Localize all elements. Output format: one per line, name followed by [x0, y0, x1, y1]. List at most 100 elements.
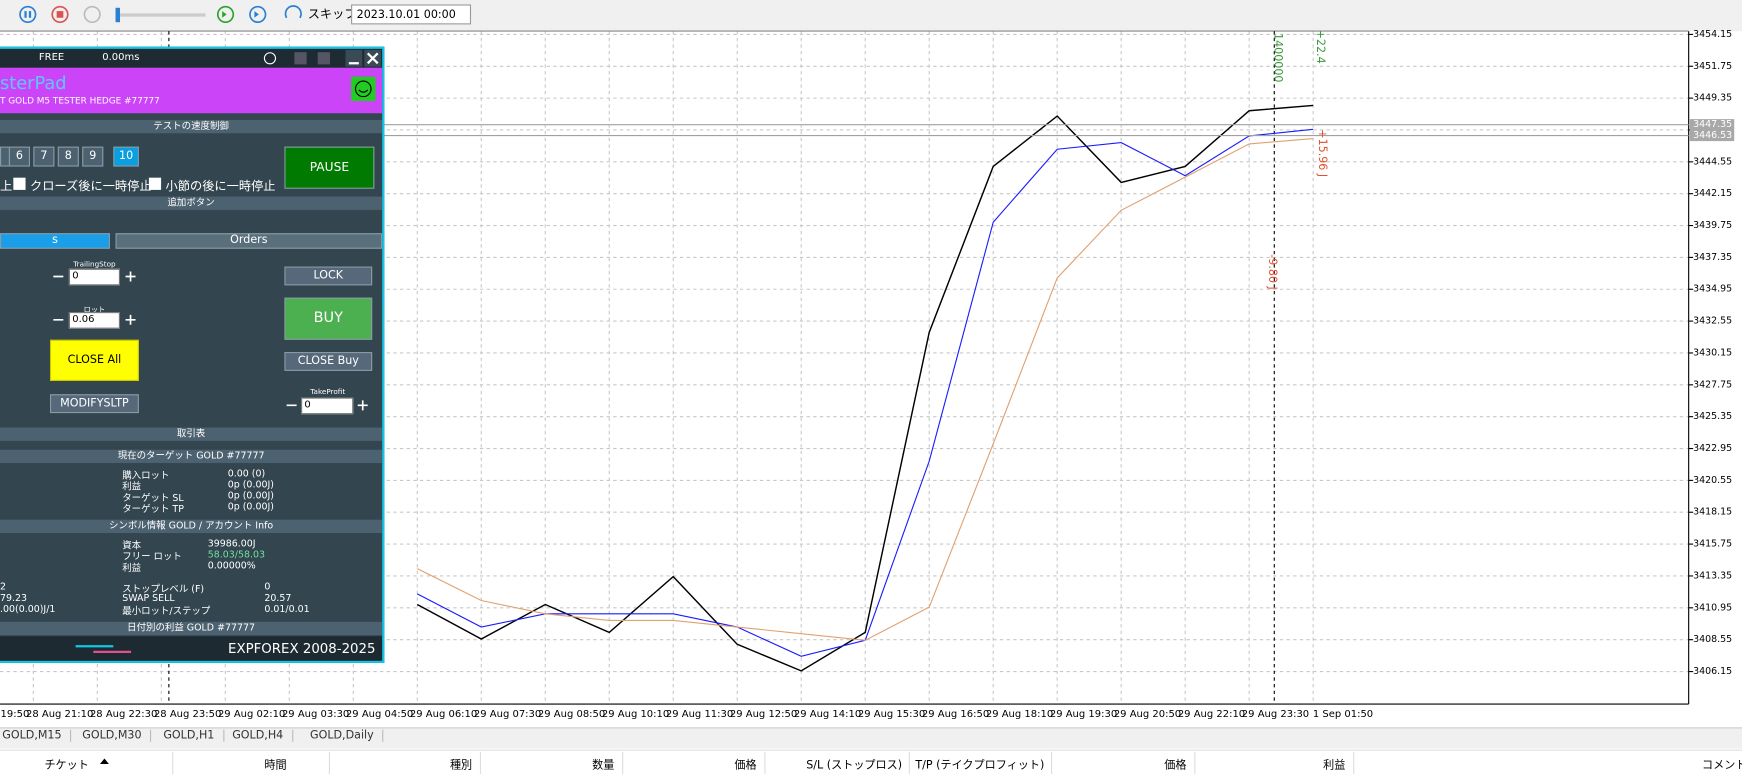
y-tick-label: 3434.95 [1693, 284, 1732, 295]
x-tick-label: 28 Aug 21:10 [26, 709, 93, 720]
info-label: 購入ロット [122, 470, 170, 482]
icon-part [24, 11, 27, 18]
date-input[interactable]: 2023.10.01 00:00 [351, 4, 472, 25]
skip-label[interactable]: スキップ [308, 7, 356, 21]
info-label: ターゲット TP [122, 504, 184, 516]
icon-part [222, 11, 227, 18]
x-tick-label: 29 Aug 15:30 [858, 709, 925, 720]
column-title[interactable]: 価格 [734, 759, 757, 772]
speed-button[interactable]: 6 [8, 146, 30, 167]
x-tick-label: 29 Aug 14:10 [794, 709, 861, 720]
x-tick-label: 29 Aug 19:30 [1050, 709, 1117, 720]
info-value: 58.03/58.03 [207, 549, 266, 561]
field-label: TrailingStop [73, 259, 116, 269]
column-title[interactable]: 数量 [592, 759, 615, 772]
info-value: 79.23 [0, 592, 28, 605]
icon-part [254, 11, 259, 18]
chart-tab[interactable]: GOLD,M15 [2, 729, 72, 742]
checkbox[interactable] [148, 177, 162, 190]
speed-button[interactable]: 8 [57, 146, 79, 167]
chart-tab[interactable]: GOLD,H4 [232, 729, 294, 742]
rewind-icon[interactable] [83, 5, 101, 24]
info-label: 最小ロット/ステップ [122, 606, 211, 618]
lock-button[interactable]: LOCK [284, 266, 373, 286]
lot-input[interactable]: 0.06 [68, 312, 120, 329]
settings-icon[interactable] [317, 52, 330, 65]
modify-button[interactable]: MODIFYSLTP [49, 394, 139, 414]
chart-tab[interactable]: GOLD,H1 [163, 729, 225, 742]
pause-button[interactable]: PAUSE [284, 146, 375, 189]
y-tick-label: 3406.15 [1693, 666, 1732, 677]
forward-icon[interactable] [216, 5, 235, 24]
close-buy-button[interactable]: CLOSE Buy [284, 352, 373, 371]
trailing-stop-input[interactable]: 0 [68, 268, 120, 286]
chart-tab[interactable]: GOLD,Daily [310, 729, 384, 742]
column-separator [479, 751, 482, 774]
sort-arrow[interactable] [99, 757, 110, 766]
column-separator [908, 751, 910, 774]
slider-thumb[interactable] [115, 7, 120, 23]
x-tick-label: 29 Aug 12:50 [730, 709, 797, 720]
y-tick-label: 3420.55 [1693, 475, 1732, 486]
tester-panel: FREE 0.00ms sterPad T GOLD M5 TESTER HED… [0, 46, 385, 663]
y-tick-label: 3408.55 [1693, 634, 1732, 645]
latency: 0.00ms [102, 52, 140, 64]
pause-icon[interactable] [19, 5, 37, 24]
header-icons [263, 49, 382, 67]
plus-minus[interactable] [53, 271, 368, 411]
skip-icon [284, 5, 302, 19]
info-label: フリー ロット [122, 551, 182, 564]
y-tick-label: 3449.35 [1693, 93, 1732, 104]
end-icon[interactable] [249, 5, 267, 24]
column-title[interactable]: 利益 [1323, 759, 1346, 772]
speed-button[interactable]: 9 [82, 146, 104, 167]
column-title[interactable]: コメント [1702, 759, 1742, 772]
info-label: ストップレベル (F) [122, 584, 205, 596]
column-separator [764, 751, 766, 774]
column-title[interactable]: 種別 [449, 759, 473, 772]
info-value: 0.01/0.01 [264, 604, 310, 616]
close-all-button[interactable]: CLOSE All [49, 339, 139, 381]
section-header[interactable]: 日付別の利益 GOLD #77777 [0, 621, 383, 636]
y-tick-label: 3415.75 [1693, 539, 1732, 550]
column-title[interactable]: チケット [44, 759, 89, 772]
trade-annotation: +15.96 J [1316, 129, 1329, 177]
section-header[interactable]: テストの速度制御 [0, 119, 383, 134]
speed-button[interactable]: 7 [33, 146, 55, 167]
y-tick-label: 3413.35 [1693, 570, 1732, 581]
y-tick-label: 3418.15 [1693, 507, 1732, 518]
checkbox[interactable] [13, 177, 26, 190]
chart-tab[interactable]: GOLD,M30 [82, 729, 152, 742]
column-separator [328, 751, 330, 774]
x-tick-label: 28 Aug 23:50 [154, 709, 221, 720]
take-profit-input[interactable]: 0 [301, 397, 354, 415]
trade-annotation: +22.4 [1314, 30, 1327, 64]
field-label: TakeProfit [310, 387, 346, 397]
column-title[interactable]: 時間 [264, 759, 287, 772]
stop-icon[interactable] [51, 5, 69, 24]
x-tick-label: 29 Aug 20:50 [1114, 709, 1181, 720]
column-title[interactable]: T/P (テイクプロフィット) [915, 759, 1045, 772]
section-header[interactable]: 取引表 [0, 427, 383, 441]
tab[interactable]: s [0, 233, 110, 249]
help-icon[interactable] [294, 52, 307, 65]
section-header[interactable]: 現在のターゲット GOLD #77777 [0, 449, 383, 464]
info-label: 資本 [122, 540, 142, 552]
section-header[interactable]: シンボル情報 GOLD / アカウント Info [0, 519, 383, 534]
x-tick-label: 29 Aug 11:30 [666, 709, 733, 720]
option-label: クローズ後に一時停止 [29, 178, 152, 194]
section-header[interactable]: 追加ボタン [0, 196, 383, 210]
speed-slider[interactable] [116, 13, 206, 17]
y-tick-label: 3425.35 [1693, 411, 1732, 422]
x-tick-label: 1 Sep 01:50 [1313, 709, 1373, 720]
tab[interactable]: Orders [115, 233, 383, 249]
info-label: ターゲット SL [122, 493, 184, 505]
y-tick-label: 3427.75 [1693, 379, 1732, 390]
buy-button[interactable]: BUY [284, 297, 373, 340]
column-title[interactable]: S/L (ストップロス) [806, 759, 903, 772]
speed-button[interactable]: 10 [113, 146, 139, 167]
x-tick-label: 29 Aug 06:10 [410, 709, 477, 720]
info-icon[interactable] [263, 52, 277, 65]
column-title[interactable]: 価格 [1164, 759, 1187, 772]
y-tick-label: 3430.15 [1693, 347, 1732, 358]
